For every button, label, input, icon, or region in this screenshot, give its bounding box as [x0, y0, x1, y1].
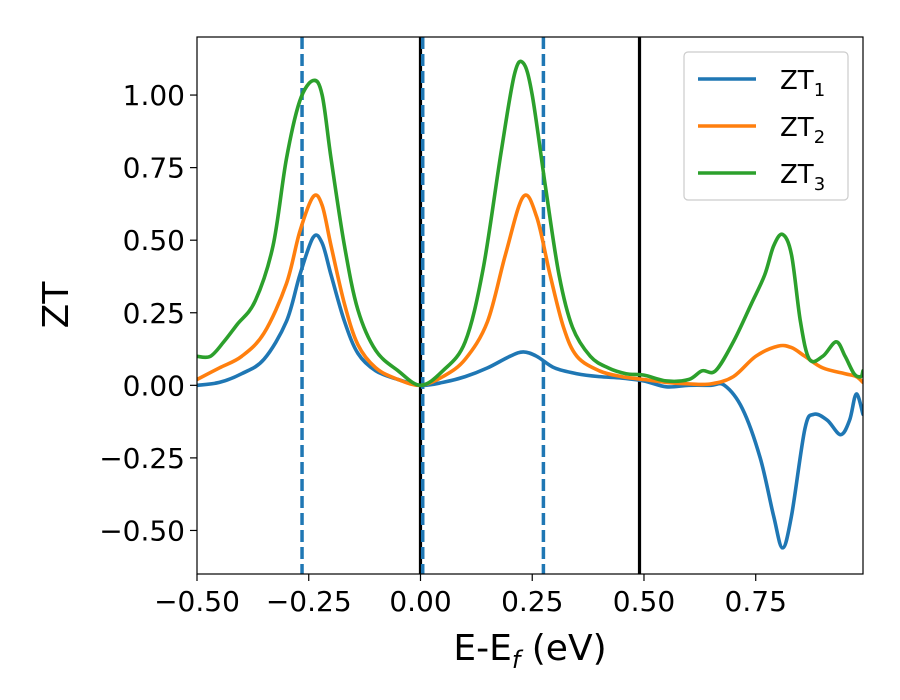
- legend: ZT1 ZT2 ZT3: [683, 51, 849, 201]
- y-tick-label: 0.50: [123, 224, 185, 257]
- plot-area-frame: [196, 36, 864, 575]
- y-tick-label: 1.00: [123, 79, 185, 112]
- x-tick-label: 0.00: [389, 585, 451, 618]
- series-lines: [197, 59, 863, 550]
- legend-label-zt1: ZT1: [780, 66, 825, 101]
- legend-label-zt2: ZT2: [780, 113, 825, 148]
- series-line-zt3: [197, 59, 863, 388]
- legend-box: [683, 51, 849, 201]
- y-tick-label: −0.25: [99, 442, 185, 475]
- x-tick-label: −0.50: [154, 585, 240, 618]
- x-tick-label: 0.25: [501, 585, 563, 618]
- x-axis-ticks: −0.50 −0.25 0.00 0.25 0.50 0.75: [154, 574, 787, 618]
- y-axis-ticks: −0.50 −0.25 0.00 0.25 0.50 0.75 1.00: [99, 79, 197, 547]
- x-tick-label: 0.50: [613, 585, 675, 618]
- y-axis-label: ZT: [36, 281, 77, 329]
- reference-lines: [300, 37, 642, 574]
- series-line-zt1: [197, 233, 863, 550]
- y-tick-label: 0.00: [123, 369, 185, 402]
- series-line-zt2: [197, 193, 863, 388]
- x-tick-label: −0.25: [266, 585, 352, 618]
- x-axis-label: E-Ef (eV): [453, 628, 606, 674]
- legend-label-zt3: ZT3: [780, 160, 825, 195]
- y-tick-label: 0.75: [123, 152, 185, 185]
- y-tick-label: −0.50: [99, 514, 185, 547]
- y-tick-label: 0.25: [123, 297, 185, 330]
- x-tick-label: 0.75: [725, 585, 787, 618]
